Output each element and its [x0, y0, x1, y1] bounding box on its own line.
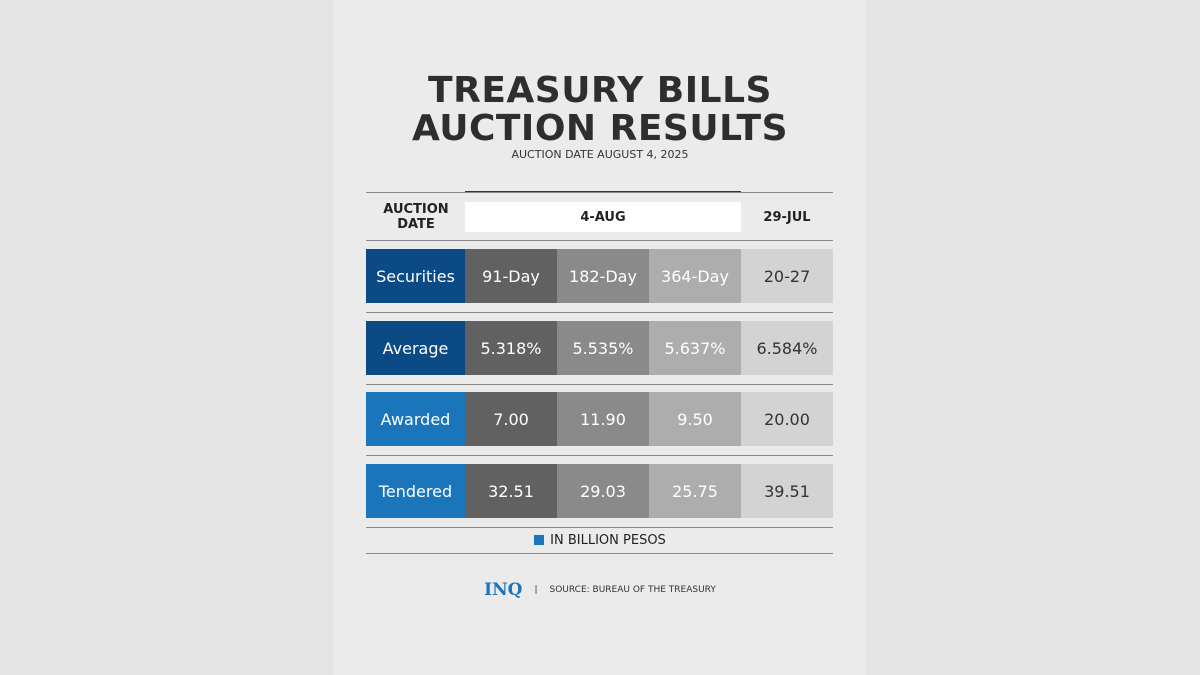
table-cell: 5.535%	[557, 321, 649, 375]
table-cell: 20.00	[741, 392, 833, 446]
table-cell: 11.90	[557, 392, 649, 446]
legend: IN BILLION PESOS	[0, 533, 1200, 548]
table-cell: 5.318%	[465, 321, 557, 375]
divider: |	[534, 585, 538, 595]
header-box	[465, 202, 741, 232]
table-cell: 182-Day	[557, 249, 649, 303]
rule	[366, 527, 833, 528]
rule	[366, 192, 833, 193]
table-cell: 364-Day	[649, 249, 741, 303]
table-cell: 6.584%	[741, 321, 833, 375]
rule	[366, 240, 833, 241]
row-label: Tendered	[366, 464, 465, 518]
table-cell: 39.51	[741, 464, 833, 518]
title-line: TREASURY BILLS	[428, 70, 772, 111]
logo: INQ	[484, 580, 523, 600]
rule	[366, 384, 833, 385]
subtitle: AUCTION DATE AUGUST 4, 2025	[511, 148, 689, 161]
source: SOURCE: BUREAU OF THE TREASURY	[549, 585, 716, 595]
header-cell: 29-JUL	[763, 209, 811, 225]
row-label: Awarded	[366, 392, 465, 446]
table-cell: 91-Day	[465, 249, 557, 303]
title-line: AUCTION RESULTS	[411, 108, 789, 149]
table-cell: 29.03	[557, 464, 649, 518]
table-cell: 20-27	[741, 249, 833, 303]
rule	[366, 455, 833, 456]
table-cell: 7.00	[465, 392, 557, 446]
table-cell: 32.51	[465, 464, 557, 518]
rule	[366, 312, 833, 313]
rule	[366, 553, 833, 554]
row-label: Average	[366, 321, 465, 375]
table-cell: 25.75	[649, 464, 741, 518]
legend-text: IN BILLION PESOS	[550, 533, 666, 548]
table-cell: 5.637%	[649, 321, 741, 375]
header-cell: AUCTION DATE	[383, 202, 449, 232]
footer: INQ | SOURCE: BUREAU OF THE TREASURY	[0, 580, 1200, 600]
header-cell: 4-AUG	[580, 209, 626, 225]
table-cell: 9.50	[649, 392, 741, 446]
row-label: Securities	[366, 249, 465, 303]
legend-swatch	[534, 535, 545, 545]
